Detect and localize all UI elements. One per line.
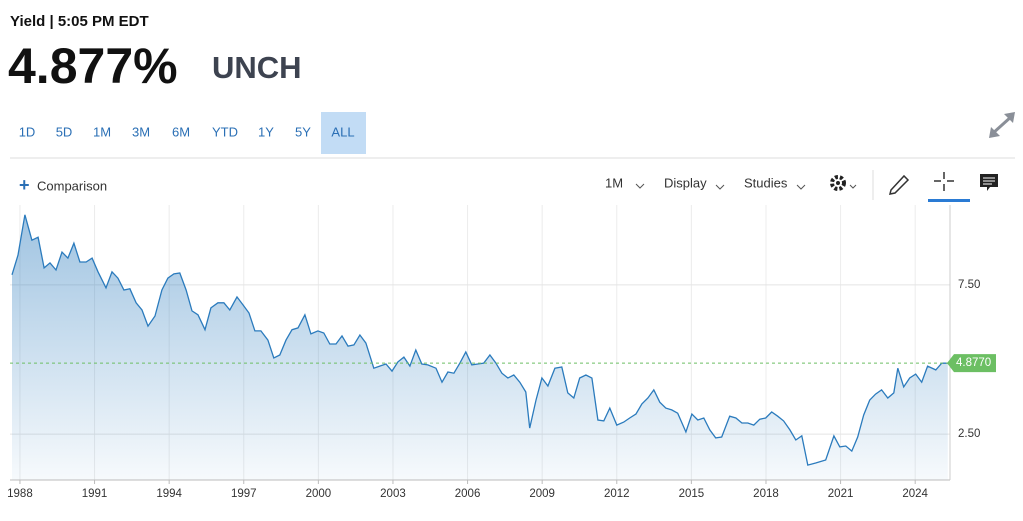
chevron: [635, 183, 645, 189]
expand-icon[interactable]: [989, 112, 1015, 138]
range-button[interactable]: 1M: [93, 124, 111, 139]
last-value-tag: [947, 354, 996, 373]
plot: 1988 1991 1994 1997 2000 2003 2006 2009 2012 2015…: [7, 205, 996, 500]
range-button[interactable]: 5D: [56, 124, 73, 139]
comment-icon[interactable]: [980, 174, 998, 191]
x-tick-label: 1991: [82, 488, 108, 500]
x-tick-label: 2003: [380, 488, 406, 500]
x-tick-label: 2009: [529, 488, 555, 500]
range-button[interactable]: YTD: [212, 124, 238, 139]
range-bar: 1D 5D 1M 3M 6M YTD 1Y 5Y ALL: [19, 112, 366, 154]
x-tick-label: 1988: [7, 488, 33, 500]
active-range: [321, 112, 366, 154]
x-tick-label: 2024: [902, 488, 928, 500]
range-button[interactable]: 6M: [172, 124, 190, 139]
y-tick-label: 7.50: [958, 279, 980, 291]
x-tick-label: 2021: [828, 488, 854, 500]
area: [11, 214, 948, 481]
studies-button[interactable]: Studies: [744, 175, 788, 190]
chevron: [715, 184, 725, 190]
draw-icon[interactable]: [888, 174, 910, 195]
crosshair-icon[interactable]: [934, 172, 954, 191]
x-tick-label: 2000: [306, 488, 332, 500]
range-button[interactable]: 1Y: [258, 124, 274, 139]
chevron: [796, 184, 806, 190]
change: UNCH: [212, 50, 302, 85]
x-tick-label: 2012: [604, 488, 630, 500]
range-button[interactable]: 3M: [132, 124, 150, 139]
quote-label: Yield | 5:05 PM EDT: [10, 13, 149, 30]
x-tick-label: 1994: [156, 488, 182, 500]
active-tool: [928, 199, 970, 202]
interval-button[interactable]: 1M: [605, 175, 623, 190]
x-tick-label: 1997: [231, 488, 257, 500]
comparison-button[interactable]: Comparison: [37, 178, 107, 193]
range-button[interactable]: ALL: [331, 124, 354, 139]
x-tick-label: 2018: [753, 488, 779, 500]
display-button[interactable]: Display: [664, 175, 707, 190]
range-button[interactable]: 1D: [19, 124, 36, 139]
plus-icon[interactable]: +: [19, 175, 30, 195]
y-tick-label: 2.50: [958, 428, 980, 440]
settings-icon[interactable]: [830, 175, 857, 191]
x-tick-label: 2015: [679, 488, 705, 500]
x-tick-label: 2006: [455, 488, 481, 500]
last-value-label: 4.8770: [956, 357, 991, 369]
price: 4.877%: [8, 38, 178, 94]
range-button[interactable]: 5Y: [295, 124, 311, 139]
